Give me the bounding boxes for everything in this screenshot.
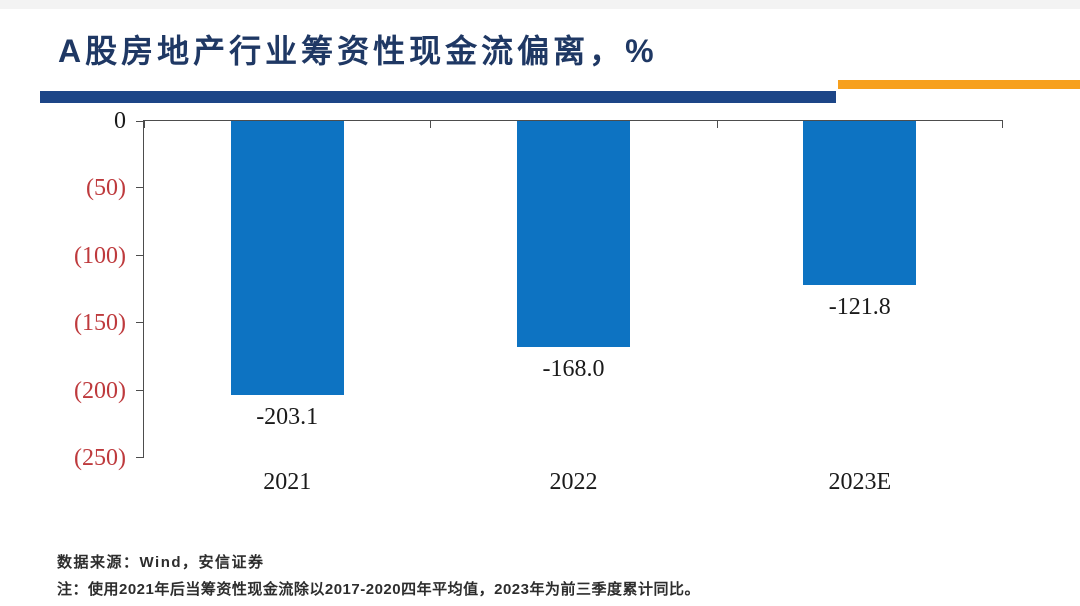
y-axis-tick [136, 390, 143, 391]
y-axis-tick [136, 187, 143, 188]
x-axis-tick [430, 121, 431, 128]
bar-2022 [517, 121, 630, 347]
bar-2023E [803, 121, 917, 285]
y-axis-tick [136, 457, 143, 458]
y-axis-tick-label: 0 [114, 108, 126, 134]
y-axis-tick-label: (250) [74, 445, 126, 471]
method-note: 注：使用2021年后当筹资性现金流除以2017-2020四年平均值，2023年为… [57, 581, 700, 598]
y-axis-tick [136, 322, 143, 323]
divider-orange-bar [838, 80, 1080, 89]
chart-title: A股房地产行业筹资性现金流偏离，% [58, 33, 658, 69]
bar-value-label: -168.0 [542, 356, 605, 382]
x-axis-tick [1002, 121, 1003, 128]
x-axis-tick [144, 121, 145, 128]
source-note: 数据来源：Wind，安信证券 [57, 554, 265, 571]
plot-area: -203.1 2021 -168.0 2022 -121.8 2023E 0 (50) (100… [74, 108, 1003, 495]
y-axis-tick-label: (100) [74, 243, 126, 269]
x-axis-label: 2022 [549, 469, 598, 495]
y-axis-tick-label: (50) [86, 175, 126, 201]
x-axis-tick [717, 121, 718, 128]
bar-value-label: -121.8 [828, 294, 891, 320]
y-axis-tick-label: (150) [74, 310, 126, 336]
y-axis-tick [136, 255, 143, 256]
y-axis-tick [136, 121, 143, 122]
divider-blue-bar [40, 91, 836, 103]
x-axis-label: 2021 [263, 469, 312, 495]
y-axis-tick-label: (200) [74, 378, 126, 404]
x-axis-label: 2023E [828, 469, 892, 495]
top-border-strip [0, 0, 1080, 9]
bar-2021 [230, 121, 344, 395]
bar-value-label: -203.1 [256, 404, 319, 430]
